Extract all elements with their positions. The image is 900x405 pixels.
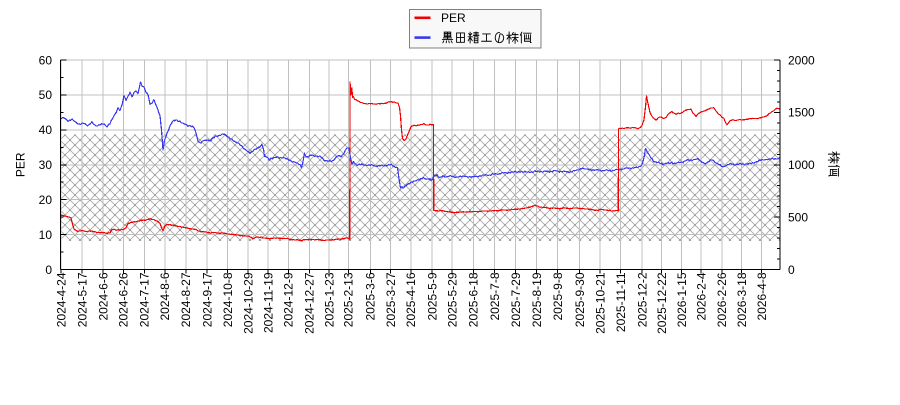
svg-text:2024-11-19: 2024-11-19 <box>261 272 275 333</box>
svg-text:10: 10 <box>39 228 53 242</box>
svg-text:2025-7-29: 2025-7-29 <box>509 272 523 327</box>
svg-text:2024-5-17: 2024-5-17 <box>76 272 90 327</box>
svg-text:2025-11-11: 2025-11-11 <box>614 272 628 332</box>
svg-text:2024-6-6: 2024-6-6 <box>96 272 110 320</box>
svg-text:2025-3-27: 2025-3-27 <box>384 272 398 327</box>
svg-text:2024-8-27: 2024-8-27 <box>179 272 193 327</box>
svg-text:2024-10-8: 2024-10-8 <box>221 272 235 327</box>
svg-text:2025-8-19: 2025-8-19 <box>530 272 544 327</box>
svg-text:2025-2-13: 2025-2-13 <box>342 272 356 327</box>
svg-text:2025-1-23: 2025-1-23 <box>322 272 336 327</box>
svg-text:1500: 1500 <box>788 106 815 120</box>
svg-text:500: 500 <box>788 210 808 224</box>
svg-text:2025-5-9: 2025-5-9 <box>425 272 439 320</box>
svg-text:2024-4-24: 2024-4-24 <box>54 272 68 327</box>
svg-text:2025-12-2: 2025-12-2 <box>635 272 649 327</box>
svg-text:2026-1-15: 2026-1-15 <box>675 272 689 327</box>
svg-text:2025-7-8: 2025-7-8 <box>488 272 502 320</box>
svg-text:2024-12-9: 2024-12-9 <box>282 272 296 327</box>
svg-text:PER: PER <box>14 152 28 177</box>
svg-text:2025-9-30: 2025-9-30 <box>573 272 587 327</box>
svg-text:2026-4-8: 2026-4-8 <box>755 272 769 320</box>
svg-text:40: 40 <box>39 123 53 137</box>
svg-text:2024-12-27: 2024-12-27 <box>303 272 317 334</box>
svg-text:0: 0 <box>788 263 795 277</box>
svg-text:0: 0 <box>45 263 52 277</box>
svg-text:2024-10-29: 2024-10-29 <box>242 272 256 334</box>
svg-text:20: 20 <box>39 193 53 207</box>
svg-text:30: 30 <box>39 158 53 172</box>
svg-text:2025-10-21: 2025-10-21 <box>593 272 607 334</box>
svg-text:2025-5-29: 2025-5-29 <box>445 272 459 327</box>
svg-text:PER: PER <box>441 11 466 25</box>
svg-text:2025-3-6: 2025-3-6 <box>364 272 378 320</box>
svg-text:2025-4-16: 2025-4-16 <box>404 272 418 327</box>
svg-text:2024-7-17: 2024-7-17 <box>138 272 152 327</box>
svg-text:2026-2-4: 2026-2-4 <box>694 272 708 320</box>
svg-text:2024-8-6: 2024-8-6 <box>158 272 172 320</box>
svg-text:60: 60 <box>39 53 53 67</box>
svg-text:2000: 2000 <box>788 53 815 67</box>
svg-text:1000: 1000 <box>788 158 815 172</box>
svg-text:2024-9-17: 2024-9-17 <box>200 272 214 327</box>
svg-text:50: 50 <box>39 88 53 102</box>
svg-text:2025-9-8: 2025-9-8 <box>551 272 565 320</box>
svg-text:2025-6-18: 2025-6-18 <box>467 272 481 327</box>
svg-text:2025-12-22: 2025-12-22 <box>655 272 669 334</box>
svg-text:2024-6-26: 2024-6-26 <box>117 272 131 327</box>
svg-text:2026-3-18: 2026-3-18 <box>735 272 749 327</box>
svg-text:2026-2-26: 2026-2-26 <box>715 272 729 327</box>
